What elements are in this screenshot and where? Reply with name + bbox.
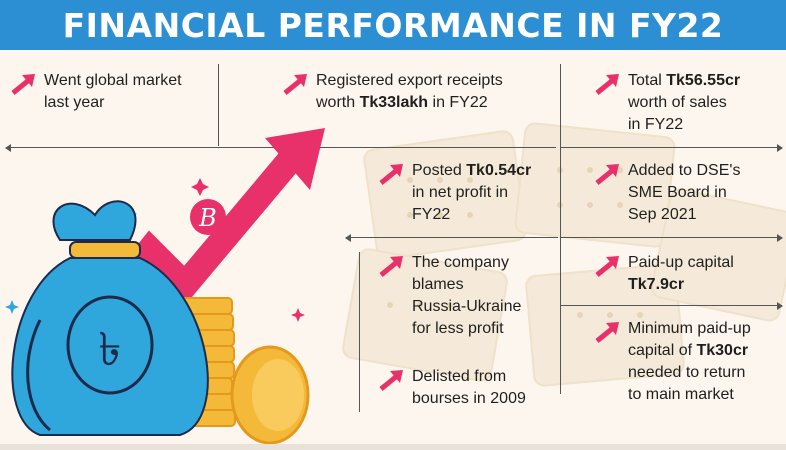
pink-arrow-icon	[11, 74, 35, 95]
fact-global-line1: Went global market	[44, 72, 182, 89]
pink-arrow-icon	[379, 370, 403, 391]
fact-delisted-line1: Delisted from	[412, 368, 507, 385]
fact-export-line1: Registered export receipts	[316, 72, 503, 89]
fact-export-amount: Tk33lakh	[359, 94, 429, 111]
fact-dse-line3: Sep 2021	[628, 206, 697, 223]
title-bar: FINANCIAL PERFORMANCE IN FY22	[0, 0, 786, 50]
divider-row3	[560, 302, 783, 310]
pink-arrow-icon	[379, 256, 403, 277]
money-bag-icon	[11, 200, 209, 436]
pink-arrow-icon	[595, 74, 619, 95]
pink-arrow-icon	[379, 164, 403, 185]
fact-min-line3: needed to return	[628, 364, 746, 381]
pink-arrow-icon	[283, 74, 307, 95]
fact-sales-pre: Total	[628, 72, 667, 89]
fact-min-line1: Minimum paid-up	[628, 320, 751, 337]
svg-text:৳: ৳	[99, 322, 122, 376]
fact-global-line2: last year	[44, 94, 105, 111]
divider-col1	[218, 64, 219, 146]
fact-dse-line1: Added to DSE's	[628, 162, 741, 179]
fact-min-amount: Tk30cr	[696, 342, 749, 359]
fact-paidup-line2: Tk7.9cr	[628, 274, 734, 296]
fact-profit-amount: Tk0.54cr	[466, 162, 532, 179]
fact-dse-line2: SME Board in	[628, 184, 727, 201]
crackers-background	[342, 122, 786, 387]
fact-sales-line2: worth of sales	[628, 94, 727, 111]
fact-profit-line2: in net profit in	[412, 184, 509, 201]
fact-sales-amount: Tk56.55cr	[666, 72, 741, 89]
fact-export-pre: worth	[316, 94, 360, 111]
pink-arrow-icon	[595, 256, 619, 277]
pink-arrow-icon	[595, 164, 619, 185]
taka-symbol-icon: ৳	[99, 322, 122, 376]
page-title: FINANCIAL PERFORMANCE IN FY22	[62, 5, 724, 45]
fact-profit-line3: FY22	[412, 206, 451, 223]
fact-export-line2: worth Tk33lakh in FY22	[316, 92, 503, 114]
fact-min-pre: capital of	[628, 342, 697, 359]
fact-ru-line3: Russia-Ukraine	[412, 298, 522, 315]
divider-col2-lower	[359, 252, 360, 412]
divider-row1-right	[560, 144, 783, 152]
fact-ru-line1: The company	[412, 254, 509, 271]
fact-paidup-line1: Paid-up capital	[628, 254, 734, 271]
fact-ru-line2: blames	[412, 276, 464, 293]
bottom-strip	[0, 444, 786, 450]
pink-arrow-icon	[595, 322, 619, 343]
fact-delisted-line2: bourses in 2009	[412, 390, 526, 407]
divider-col2	[560, 64, 561, 394]
fact-sales-line1: Total Tk56.55cr	[628, 70, 740, 92]
fact-sales-line3: in FY22	[628, 116, 684, 133]
fact-ru-line4: for less profit	[412, 320, 504, 337]
fact-profit-line1: Posted Tk0.54cr	[412, 160, 531, 182]
divider-row2-right	[560, 234, 783, 242]
coin-icon	[230, 345, 310, 445]
divider-row2	[345, 234, 558, 242]
fact-profit-pre: Posted	[412, 162, 467, 179]
fact-min-line4: to main market	[628, 386, 734, 403]
money-bag-illustration: B	[5, 128, 325, 445]
fact-paidup-amount: Tk7.9cr	[628, 276, 685, 293]
fact-export-post: in FY22	[428, 94, 488, 111]
company-logo-icon: B	[190, 199, 226, 235]
svg-text:B: B	[198, 204, 217, 232]
fact-min-line2: capital of Tk30cr	[628, 340, 751, 362]
